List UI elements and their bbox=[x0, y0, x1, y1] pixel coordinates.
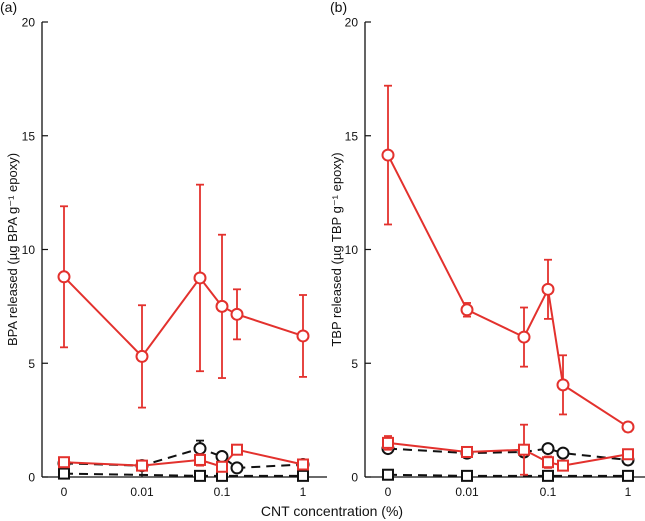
x-tick-label: 0.1 bbox=[214, 485, 231, 499]
data-point-circle bbox=[230, 461, 244, 475]
data-point-circle bbox=[556, 446, 570, 460]
y-tick-label: 15 bbox=[345, 129, 359, 143]
y-axis-label: TBP released (µg TBP g⁻¹ epoxy) bbox=[329, 152, 344, 346]
panel-b: (b) 0 5 10 15 20 0 0.01 0.1 1 TBP released (µg TBP… bbox=[329, 0, 645, 499]
data-point-circle bbox=[57, 270, 71, 284]
panel-label: (a) bbox=[0, 0, 17, 15]
y-tick-label: 20 bbox=[345, 16, 359, 30]
series-line bbox=[63, 448, 304, 468]
series-line bbox=[387, 441, 629, 467]
data-point-square bbox=[216, 460, 228, 473]
x-tick-label: 1 bbox=[625, 485, 632, 499]
data-point-circle bbox=[381, 148, 395, 162]
series-red-square bbox=[58, 443, 309, 473]
panel-a: (a) 0 5 10 15 20 0 0.01 0.1 1 BPA released (µg BPA… bbox=[0, 0, 327, 499]
data-point-square bbox=[461, 445, 473, 458]
y-tick-label: 10 bbox=[22, 243, 36, 257]
x-axis-label: CNT concentration (%) bbox=[261, 503, 403, 519]
data-point-square bbox=[231, 443, 243, 456]
y-tick-label: 20 bbox=[22, 16, 36, 30]
data-point-square bbox=[542, 469, 554, 482]
data-point-circle bbox=[215, 299, 229, 313]
data-point-circle bbox=[296, 329, 310, 343]
x-tick-label: 1 bbox=[300, 485, 307, 499]
y-tick-label: 10 bbox=[345, 243, 359, 257]
data-point-square bbox=[297, 469, 309, 482]
data-point-square bbox=[622, 469, 634, 482]
data-point-square bbox=[518, 443, 530, 456]
series-black-square bbox=[58, 467, 309, 482]
data-point-circle bbox=[215, 450, 229, 464]
y-tick-label: 5 bbox=[351, 357, 358, 371]
y-tick-label: 0 bbox=[351, 471, 358, 485]
series-line bbox=[387, 473, 628, 477]
x-tick-label: 0 bbox=[385, 485, 392, 499]
data-point-square bbox=[382, 468, 394, 481]
panel-label: (b) bbox=[330, 0, 347, 15]
y-tick-label: 5 bbox=[28, 357, 35, 371]
x-tick-label: 0.01 bbox=[130, 485, 154, 499]
x-tick-label: 0.01 bbox=[455, 485, 479, 499]
y-tick-label: 15 bbox=[22, 129, 36, 143]
data-point-circle bbox=[460, 303, 474, 317]
series-line bbox=[387, 447, 629, 461]
data-point-square bbox=[194, 453, 206, 466]
data-point-circle bbox=[230, 307, 244, 321]
data-point-circle bbox=[517, 330, 531, 344]
series-line bbox=[63, 447, 304, 469]
data-point-square bbox=[297, 458, 309, 471]
series-red-square bbox=[382, 423, 634, 476]
data-point-square bbox=[622, 448, 634, 461]
y-tick-label: 0 bbox=[28, 471, 35, 485]
data-point-square bbox=[136, 459, 148, 472]
data-point-square bbox=[58, 467, 70, 480]
data-point-circle bbox=[193, 271, 207, 285]
data-point-square bbox=[58, 456, 70, 469]
data-point-circle bbox=[193, 442, 207, 456]
series-line bbox=[63, 472, 303, 477]
x-tick-label: 0 bbox=[61, 485, 68, 499]
data-point-circle bbox=[621, 420, 635, 434]
data-point-circle bbox=[135, 349, 149, 363]
x-tick-label: 0.1 bbox=[540, 485, 557, 499]
series-line bbox=[63, 276, 304, 358]
data-point-square bbox=[382, 436, 394, 449]
series-line bbox=[387, 154, 629, 428]
series-black-square bbox=[382, 468, 634, 482]
data-point-circle bbox=[541, 442, 555, 456]
data-point-circle bbox=[541, 282, 555, 296]
series-red-circle bbox=[381, 84, 635, 434]
data-point-circle bbox=[556, 378, 570, 392]
series-red-circle bbox=[57, 183, 310, 409]
data-point-square bbox=[542, 456, 554, 469]
data-point-square bbox=[557, 459, 569, 472]
y-axis-label: BPA released (µg BPA g⁻¹ epoxy) bbox=[5, 153, 20, 346]
data-point-square bbox=[194, 469, 206, 482]
data-point-square bbox=[461, 469, 473, 482]
